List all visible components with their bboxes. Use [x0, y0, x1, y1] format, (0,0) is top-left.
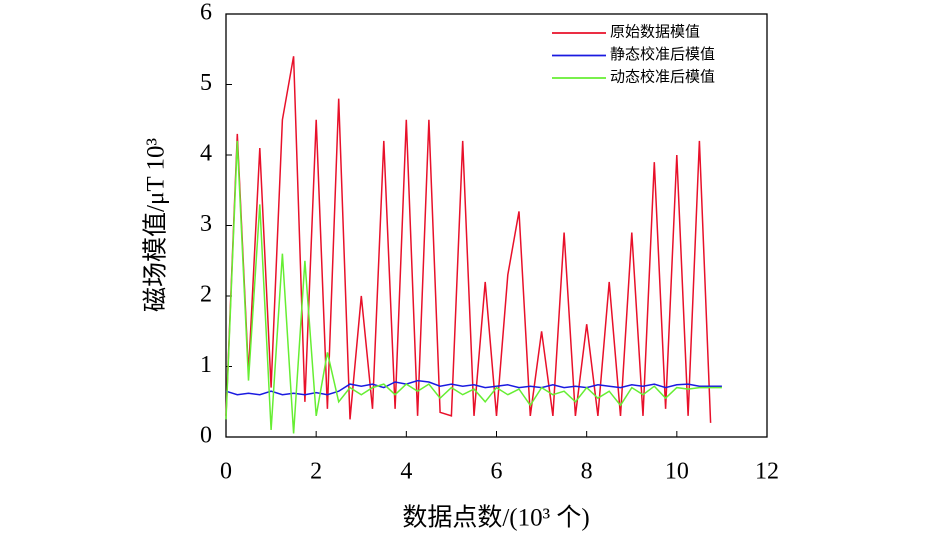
y-tick-label: 3 — [200, 211, 212, 237]
x-tick-label: 10 — [665, 459, 689, 485]
x-tick-label: 4 — [400, 459, 412, 485]
x-tick-label: 8 — [581, 459, 593, 485]
y-tick-label: 4 — [200, 141, 212, 167]
legend-label: 动态校准后模值 — [610, 68, 715, 85]
series-line — [225, 379, 722, 396]
y-tick-label: 5 — [200, 70, 212, 96]
legend-label: 静态校准后模值 — [610, 46, 715, 63]
y-tick-label: 1 — [200, 352, 212, 378]
x-tick-label: 6 — [491, 459, 503, 485]
y-tick-label: 0 — [200, 423, 212, 449]
x-tick-label: 2 — [310, 459, 322, 485]
x-tick-label: 0 — [220, 459, 232, 485]
legend-label: 原始数据模值 — [610, 23, 700, 40]
x-axis-label: 数据点数/(10³ 个) — [402, 504, 589, 532]
series-line — [225, 56, 712, 423]
y-axis-label: 磁场模值/μT 10³ — [142, 138, 170, 312]
x-tick-label: 12 — [755, 459, 779, 485]
series-line — [225, 140, 722, 434]
y-tick-label: 6 — [200, 0, 212, 26]
y-tick-label: 2 — [200, 282, 212, 308]
